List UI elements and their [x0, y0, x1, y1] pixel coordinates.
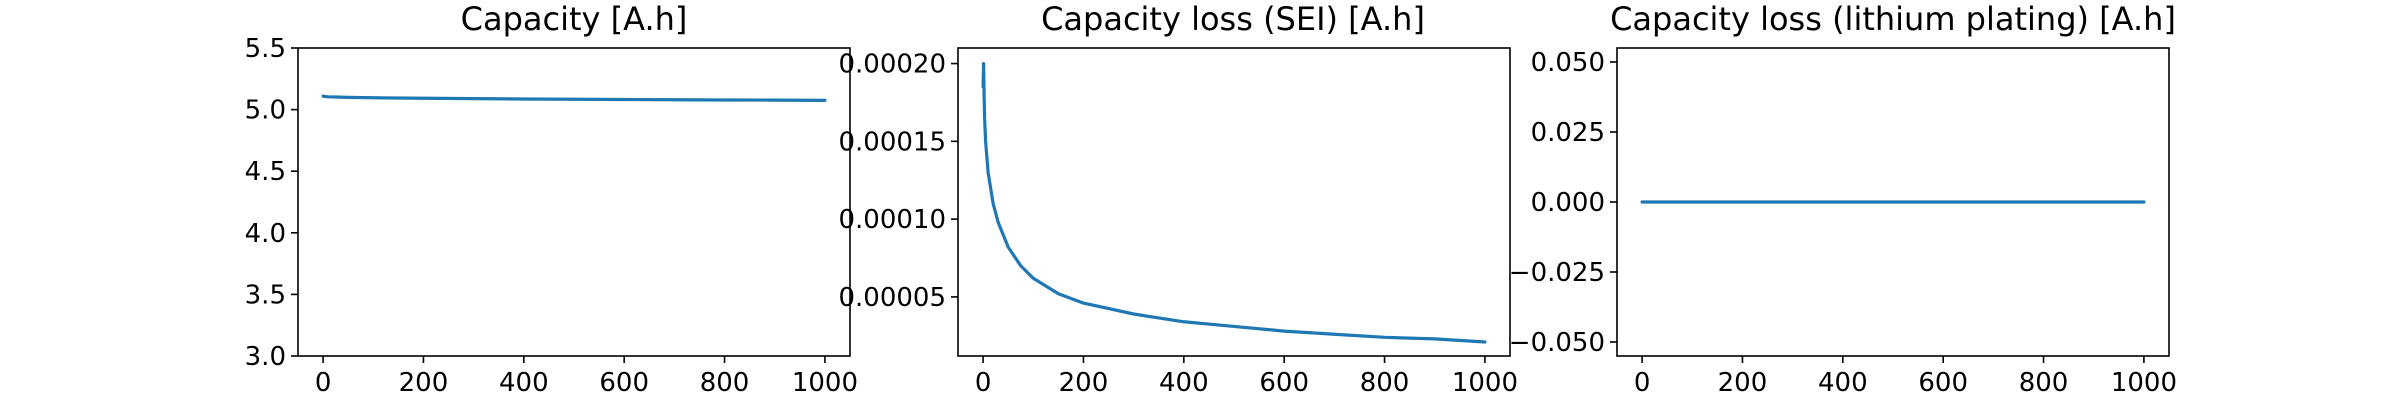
sei-loss-chart: Capacity loss (SEI) [A.h] 0 200 400 600 800 1… — [838, 0, 1518, 398]
sei-loss-chart-x-tick-label: 1000 — [1452, 368, 1518, 398]
capacity-chart-x-tick-label: 0 — [315, 368, 332, 398]
sei-loss-chart-x-tick-label: 400 — [1159, 368, 1209, 398]
sei-loss-chart-x-tick-label: 800 — [1360, 368, 1410, 398]
sei-loss-chart-x-tick-label: 0 — [975, 368, 992, 398]
lithium-plating-loss-chart-y-tick-label: 0.025 — [1531, 118, 1605, 148]
capacity-chart-y-tick-label: 4.5 — [245, 157, 286, 187]
lithium-plating-loss-chart-frame — [1616, 47, 2170, 357]
capacity-chart: Capacity [A.h] 0 200 400 600 800 1000 3.0 3.5 4.… — [245, 0, 858, 398]
capacity-chart-x-tick-label: 1000 — [792, 368, 858, 398]
capacity-chart-x-tick-label: 400 — [499, 368, 549, 398]
lithium-plating-loss-chart-title: Capacity loss (lithium plating) [A.h] — [1610, 0, 2176, 38]
capacity-chart-x-tick-label: 800 — [700, 368, 750, 398]
sei-loss-chart-y-tick-label: 0.00010 — [838, 205, 946, 235]
lithium-plating-loss-chart: Capacity loss (lithium plating) [A.h] 0 2… — [1509, 0, 2177, 398]
capacity-chart-title: Capacity [A.h] — [461, 0, 688, 38]
lithium-plating-loss-chart-x-tick-label: 600 — [1918, 368, 1968, 398]
sei-loss-chart-y-tick-label: 0.00020 — [838, 50, 946, 80]
lithium-plating-loss-chart-y-tick-label: −0.050 — [1509, 328, 1605, 358]
capacity-chart-y-tick-label: 5.5 — [245, 34, 286, 64]
lithium-plating-loss-chart-x-tick-label: 400 — [1818, 368, 1868, 398]
capacity-chart-series-line — [321, 94, 827, 102]
sei-loss-chart-series-line — [981, 61, 1487, 344]
sei-loss-chart-title: Capacity loss (SEI) [A.h] — [1041, 0, 1425, 38]
lithium-plating-loss-chart-y-tick-label: 0.000 — [1531, 188, 1605, 218]
capacity-chart-y-tick-label: 3.5 — [245, 280, 286, 310]
lithium-plating-loss-chart-x-tick-label: 200 — [1718, 368, 1768, 398]
capacity-chart-x-tick-label: 200 — [399, 368, 449, 398]
sei-loss-chart-x-tick-label: 600 — [1259, 368, 1309, 398]
sei-loss-chart-y-tick-label: 0.00005 — [838, 283, 946, 313]
sei-loss-chart-y-tick-label: 0.00015 — [838, 127, 946, 157]
lithium-plating-loss-chart-y-tick-label: −0.025 — [1509, 258, 1605, 288]
lithium-plating-loss-chart-x-tick-label: 0 — [1634, 368, 1651, 398]
lithium-plating-loss-chart-y-tick-label: 0.050 — [1531, 48, 1605, 78]
capacity-chart-y-tick-label: 4.0 — [245, 219, 286, 249]
capacity-chart-frame — [297, 47, 851, 357]
sei-loss-chart-x-tick-label: 200 — [1059, 368, 1109, 398]
sei-loss-chart-frame — [957, 47, 1511, 357]
capacity-chart-x-tick-label: 600 — [599, 368, 649, 398]
capacity-chart-y-tick-label: 5.0 — [245, 96, 286, 126]
capacity-chart-y-tick-label: 3.0 — [245, 342, 286, 372]
lithium-plating-loss-chart-x-tick-label: 1000 — [2111, 368, 2177, 398]
lithium-plating-loss-chart-x-tick-label: 800 — [2019, 368, 2069, 398]
